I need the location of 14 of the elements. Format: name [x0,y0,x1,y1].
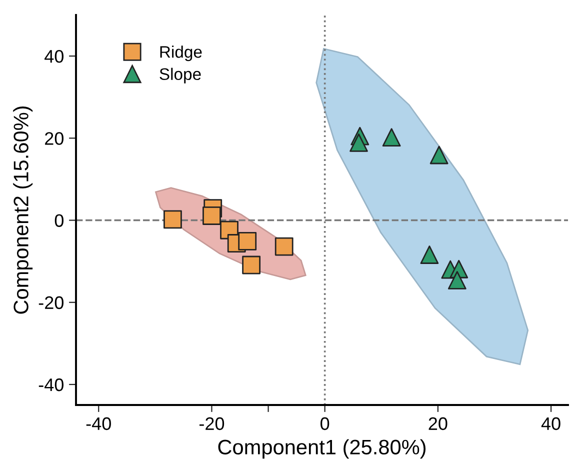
x-tick-label: -40 [86,417,111,430]
y-tick-label: 0 [54,214,64,227]
legend-label: Ridge [160,46,202,62]
x-tick-label: 40 [541,417,560,430]
y-tick-label: -40 [38,378,64,392]
legend-label: Slope [160,68,201,84]
y-tick-label: -20 [38,296,64,310]
y-tick-label: 40 [44,50,64,63]
x-tick-label: 0 [320,417,330,430]
y-axis-title: Component2 (15.60%) [13,106,33,314]
x-axis-title: Component1 (25.80%) [218,439,426,459]
x-tick-label: 20 [428,417,448,430]
x-tick-label: -20 [199,417,224,430]
y-tick-label: 20 [45,132,64,145]
